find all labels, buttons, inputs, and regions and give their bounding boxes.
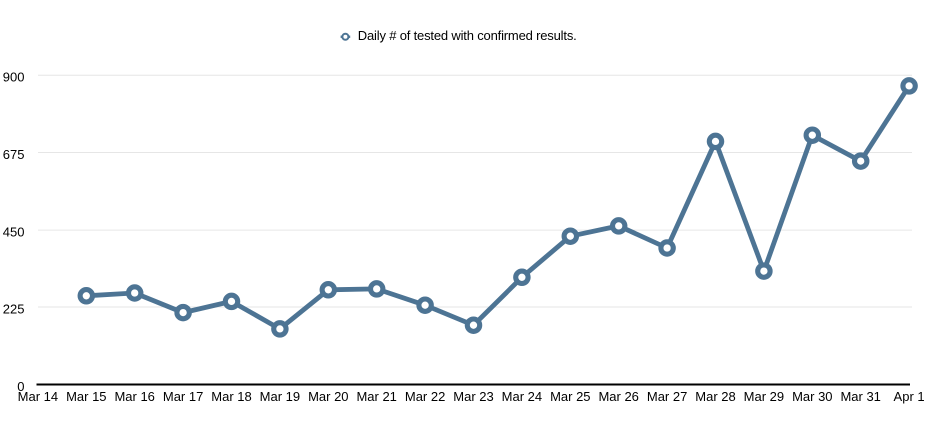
- svg-text:225: 225: [3, 301, 25, 316]
- svg-text:Mar 22: Mar 22: [405, 389, 445, 404]
- svg-text:Mar 25: Mar 25: [550, 389, 590, 404]
- svg-text:Mar 30: Mar 30: [792, 389, 832, 404]
- svg-text:Daily # of tested with confirm: Daily # of tested with confirmed results…: [358, 28, 577, 43]
- svg-text:Mar 18: Mar 18: [211, 389, 251, 404]
- svg-text:Mar 29: Mar 29: [744, 389, 784, 404]
- svg-text:450: 450: [3, 224, 25, 239]
- svg-text:Mar 17: Mar 17: [163, 389, 203, 404]
- svg-text:Apr 1: Apr 1: [894, 389, 925, 404]
- svg-text:675: 675: [3, 147, 25, 162]
- svg-text:Mar 23: Mar 23: [453, 389, 493, 404]
- svg-text:0: 0: [17, 379, 24, 394]
- svg-text:Mar 21: Mar 21: [356, 389, 396, 404]
- svg-text:Mar 14: Mar 14: [18, 389, 58, 404]
- svg-text:Mar 27: Mar 27: [647, 389, 687, 404]
- svg-text:Mar 24: Mar 24: [502, 389, 542, 404]
- svg-text:Mar 20: Mar 20: [308, 389, 348, 404]
- svg-text:Mar 28: Mar 28: [695, 389, 735, 404]
- svg-text:Mar 26: Mar 26: [598, 389, 638, 404]
- svg-text:Mar 16: Mar 16: [114, 389, 154, 404]
- svg-text:Mar 19: Mar 19: [260, 389, 300, 404]
- svg-text:900: 900: [3, 70, 25, 85]
- svg-text:Mar 15: Mar 15: [66, 389, 106, 404]
- svg-text:Mar 31: Mar 31: [840, 389, 880, 404]
